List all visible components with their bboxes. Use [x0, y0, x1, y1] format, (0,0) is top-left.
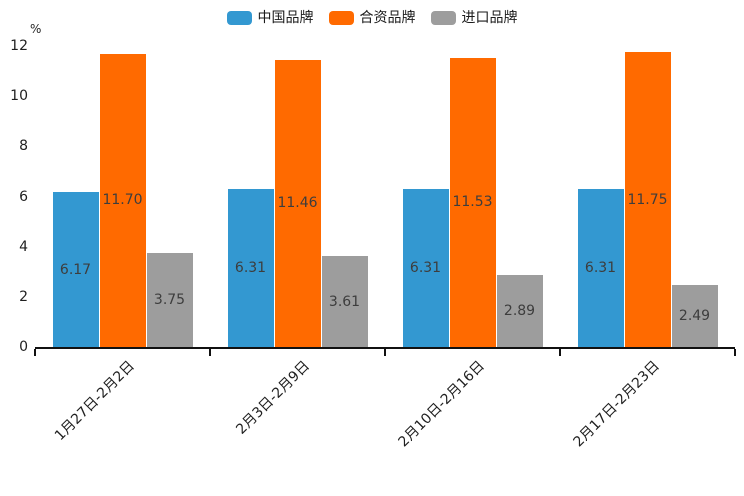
bar — [496, 274, 543, 347]
bar — [402, 188, 449, 347]
bar-value-label: 2.49 — [678, 307, 711, 324]
bar-value-label: 3.61 — [328, 293, 361, 310]
bar-value-label: 6.31 — [234, 259, 267, 276]
x-tick-mark — [209, 349, 211, 356]
y-tick-label: 12 — [10, 38, 28, 54]
bar — [227, 188, 274, 347]
bar — [99, 53, 146, 347]
legend-label: 中国品牌 — [257, 10, 314, 26]
y-tick-label: 2 — [19, 288, 28, 305]
bar — [671, 284, 718, 347]
bar — [577, 188, 624, 347]
y-tick-label: 10 — [10, 88, 28, 105]
bar — [52, 192, 99, 347]
legend-label: 进口品牌 — [461, 10, 518, 26]
legend-swatch-icon — [430, 11, 456, 25]
legend-label: 合资品牌 — [359, 10, 416, 26]
bar-value-label: 3.75 — [153, 291, 186, 308]
bar-value-label: 6.17 — [59, 261, 92, 278]
bar — [146, 252, 193, 347]
x-tick-mark — [559, 349, 561, 356]
x-category-label: 1月27日-2月2日 — [51, 358, 138, 444]
bar-value-label: 6.31 — [409, 259, 442, 276]
y-tick-label: 8 — [19, 138, 28, 155]
legend: 中国品牌 合资品牌 进口品牌 — [0, 8, 744, 28]
bar-value-label: 11.75 — [627, 191, 668, 208]
bar — [624, 52, 671, 347]
bar — [274, 59, 321, 347]
x-category-label: 2月17日-2月23日 — [570, 358, 663, 451]
bar — [449, 57, 496, 347]
legend-item[interactable]: 合资品牌 — [328, 10, 416, 26]
legend-item[interactable]: 中国品牌 — [226, 10, 314, 26]
bar-value-label: 11.70 — [102, 192, 143, 209]
x-tick-mark — [384, 349, 386, 356]
x-tick-mark — [734, 349, 736, 356]
x-tick-mark — [34, 349, 36, 356]
bar-value-label: 11.46 — [277, 195, 318, 212]
legend-swatch-icon — [328, 11, 354, 25]
x-axis-line — [35, 347, 735, 349]
y-tick-label: 4 — [19, 238, 28, 255]
legend-item[interactable]: 进口品牌 — [430, 10, 518, 26]
y-tick-label: 6 — [19, 188, 28, 205]
x-category-label: 2月3日-2月9日 — [233, 358, 313, 438]
bar-value-label: 6.31 — [584, 259, 617, 276]
bar-value-label: 2.89 — [503, 302, 536, 319]
bar — [321, 256, 368, 347]
x-category-label: 2月10日-2月16日 — [395, 358, 488, 451]
legend-swatch-icon — [226, 11, 252, 25]
y-axis-unit-label: % — [30, 22, 42, 36]
bar-value-label: 11.53 — [452, 194, 493, 211]
y-tick-label: 0 — [19, 339, 28, 355]
